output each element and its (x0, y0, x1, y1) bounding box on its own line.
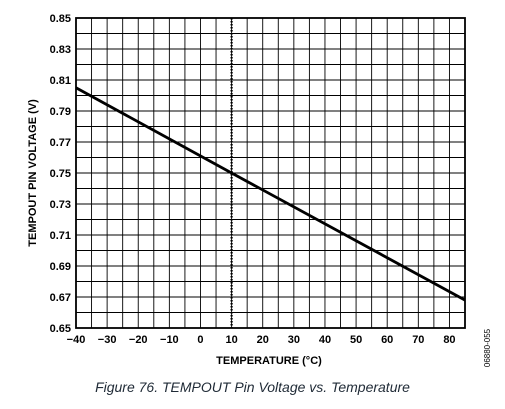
x-tick-label: −20 (129, 334, 148, 346)
y-tick-label: 0.67 (50, 292, 71, 304)
x-tick-label: 70 (412, 334, 424, 346)
y-tick-label: 0.65 (50, 323, 71, 335)
y-tick-label: 0.81 (50, 75, 71, 87)
y-tick-label: 0.85 (50, 13, 71, 25)
y-tick-label: 0.79 (50, 106, 71, 118)
x-tick-label: 10 (225, 334, 237, 346)
x-tick-label: −10 (160, 334, 179, 346)
y-tick-label: 0.77 (50, 137, 71, 149)
y-tick-label: 0.69 (50, 261, 71, 273)
series-group (75, 86, 466, 302)
x-tick-label: −30 (98, 334, 117, 346)
x-tick-label: −40 (67, 334, 86, 346)
x-tick-label: 40 (319, 334, 331, 346)
x-axis-ticks: −40 −30 −20 −10 0 10 20 30 40 50 60 70 80 (67, 334, 456, 346)
y-axis-title: TEMPOUT PIN VOLTAGE (V) (27, 99, 39, 247)
x-tick-label: 20 (257, 334, 269, 346)
x-axis-title: TEMPERATURE (°C) (216, 355, 322, 367)
x-tick-label: 50 (350, 334, 362, 346)
chart: −40 −30 −20 −10 0 10 20 30 40 50 60 70 80 0.650.670.… (27, 13, 492, 367)
plot-border (75, 17, 466, 329)
series-line (75, 86, 466, 302)
y-tick-label: 0.73 (50, 199, 71, 211)
x-tick-label: 0 (197, 334, 203, 346)
figure-caption: Figure 76. TEMPOUT Pin Voltage vs. Tempe… (95, 379, 410, 395)
y-tick-label: 0.75 (50, 168, 71, 180)
y-tick-label: 0.83 (50, 44, 71, 56)
x-tick-label: 30 (288, 334, 300, 346)
y-tick-label: 0.71 (50, 230, 71, 242)
x-tick-label: 80 (443, 334, 455, 346)
x-tick-label: 60 (381, 334, 393, 346)
y-axis-ticks: 0.65 0.67 0.69 0.71 0.73 0.75 0.77 0.79 0.81 0.83… (50, 13, 71, 335)
plot-frame (75, 17, 466, 329)
chart-grid (76, 18, 465, 328)
figure-id: 06880-055 (483, 328, 492, 367)
